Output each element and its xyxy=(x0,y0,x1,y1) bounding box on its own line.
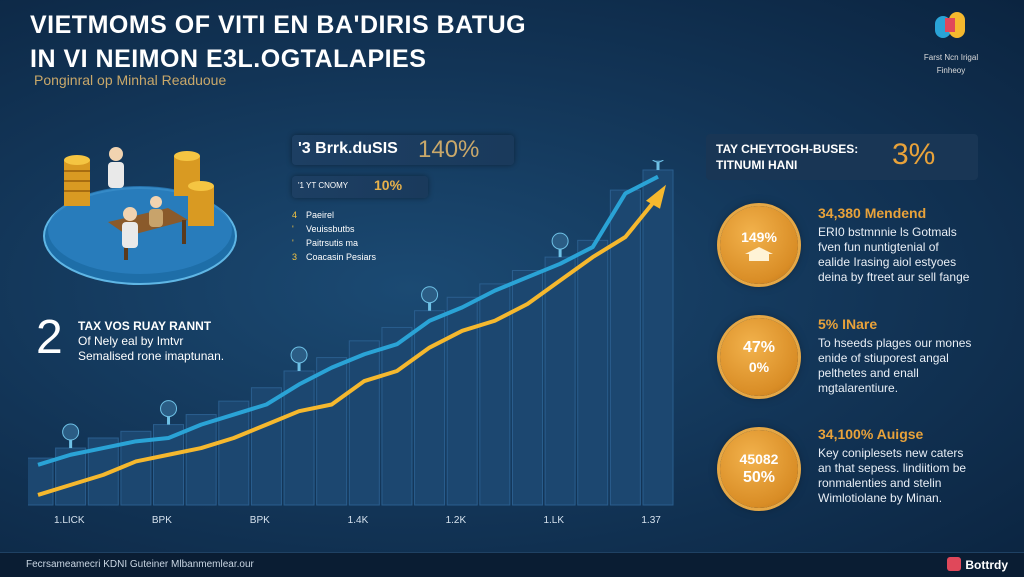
chart-arrowhead xyxy=(646,184,666,209)
stat-pill-main: '3 Brrk.duSIS 140% xyxy=(292,135,514,165)
chart-trophies xyxy=(62,160,665,449)
stat-pill-main-label: '3 Brrk.duSIS xyxy=(298,140,398,157)
footer-brand: Bottrdy xyxy=(947,557,1008,572)
stat-3-body: Key coniplesets new caters an that sepess… xyxy=(818,446,967,505)
chart-x-tick-label: BPK xyxy=(250,515,270,526)
page-subtitle: Ponginral op Minhal Readuoue xyxy=(34,72,227,88)
footer-text: Fecrsameamecri KDNI Guteiner Mlbanmemlea… xyxy=(26,559,254,570)
chart-bar xyxy=(544,256,576,506)
tax-block-number: 2 xyxy=(36,311,63,364)
stat-3-heading: 34,100% Auigse xyxy=(818,426,924,442)
legend-item: 3 Coacasin Pesiars xyxy=(292,252,377,262)
stat-pill-small: '1 YT CNOMY 10% xyxy=(292,176,428,198)
trophy-icon xyxy=(290,346,308,371)
stat-badge-3-value: 45082 xyxy=(739,451,779,467)
footer-brand-label: Bottrdy xyxy=(965,558,1008,572)
chart-bar xyxy=(381,326,413,506)
chart-x-tick-label: 1.LK xyxy=(543,515,564,526)
stat-badge-2-value: 47% xyxy=(742,339,776,356)
stat-1-body: ERI0 bstmnnie ls Gotmals fven fun nuntigt… xyxy=(818,225,970,284)
stat-pill-small-value: 10% xyxy=(374,177,403,193)
title-line-2: IN VI NEIMON E3L.OGTALAPIES xyxy=(30,45,427,73)
brand-logo-icon xyxy=(935,12,965,38)
trophy-icon xyxy=(62,423,80,449)
right-header-line-1: TAY CHEYTOGH-BUSES: xyxy=(716,142,859,156)
chart-series-blue xyxy=(37,174,659,467)
chart-bar xyxy=(283,370,315,506)
logo-line-2: Finheoy xyxy=(936,66,966,75)
chart-bar xyxy=(414,310,446,506)
stat-badge-3: 45082 50% xyxy=(720,430,798,508)
coin-stacks-illustration xyxy=(43,147,237,285)
chart-bar xyxy=(316,357,348,506)
chart-bar xyxy=(642,169,674,506)
legend-item: ' Veuissbutbs xyxy=(292,224,355,234)
chart-x-tick-label: 1.37 xyxy=(641,515,661,526)
trophy-icon xyxy=(551,232,569,258)
right-header-line-2: TITNUMI HANI xyxy=(716,158,798,172)
chart-x-tick-label: 1.4K xyxy=(348,515,369,526)
person-icon xyxy=(108,147,163,248)
stat-badge-1: 149% xyxy=(720,206,798,284)
chart-x-tick-label: BPK xyxy=(152,515,172,526)
footer-bar: Fecrsameamecri KDNI Guteiner Mlbanmemlea… xyxy=(0,552,1024,577)
stat-pill-main-value: 140% xyxy=(418,136,480,163)
chart-bar xyxy=(348,340,380,506)
trophy-icon xyxy=(421,286,439,311)
right-header-pill: TAY CHEYTOGH-BUSES: TITNUMI HANI 3% xyxy=(706,134,978,180)
stat-2-body: To hseeds plages our mones enide of stiup… xyxy=(818,336,972,395)
brand-logo: Farst Ncn Irigal Finheoy xyxy=(922,8,980,75)
coin-stack-right-icon xyxy=(174,151,214,226)
stat-badge-3-value-2: 50% xyxy=(742,469,776,486)
tax-block-line-3: Semalised rone imaptunan. xyxy=(78,349,225,363)
brand-mark-icon xyxy=(947,557,962,571)
trophy-icon xyxy=(160,400,178,425)
title-line-1: VIETMOMS OF VITI EN BA'DIRIS BATUG xyxy=(30,11,527,39)
stat-1-heading: 34,380 Mendend xyxy=(818,205,927,221)
chart-x-ticks: 1.LICK BPK BPK 1.4K 1.2K 1.LK 1.37 xyxy=(54,515,661,526)
tax-block-line-2: Of Nely eal by Imtvr xyxy=(78,334,184,348)
chart-legend: 4 Paeirel ' Veuissbutbs ' Paitrsutis ma 3 Co… xyxy=(292,208,376,264)
stat-badge-2-value-2: 0% xyxy=(748,359,770,375)
chart-lines xyxy=(37,174,666,497)
logo-line-1: Farst Ncn Irigal xyxy=(923,53,979,62)
stat-badge-1-value: 149% xyxy=(741,229,777,245)
page-title: VIETMOMS OF VITI EN BA'DIRIS BATUG IN VI… xyxy=(30,8,526,76)
trophy-icon xyxy=(651,160,665,170)
stat-pill-small-label: '1 YT CNOMY xyxy=(298,181,349,190)
house-icon xyxy=(745,247,773,261)
chart-x-tick-label: 1.LICK xyxy=(54,515,85,526)
right-header-value: 3% xyxy=(892,138,936,171)
tax-block-title: TAX VOS RUAY RANNT xyxy=(78,319,212,333)
legend-item: ' Paitrsutis ma xyxy=(292,238,359,248)
chart-bar xyxy=(577,239,609,506)
chart-series-yellow xyxy=(37,195,660,497)
stat-2-heading: 5% INare xyxy=(818,316,878,332)
legend-item: 4 Paeirel xyxy=(292,210,335,220)
coin-stack-left-icon xyxy=(64,155,90,206)
stat-badge-2: 47% 0% xyxy=(720,318,798,396)
growth-chart: 1.LICK BPK BPK 1.4K 1.2K 1.LK 1.37 xyxy=(28,160,674,526)
chart-x-tick-label: 1.2K xyxy=(446,515,467,526)
